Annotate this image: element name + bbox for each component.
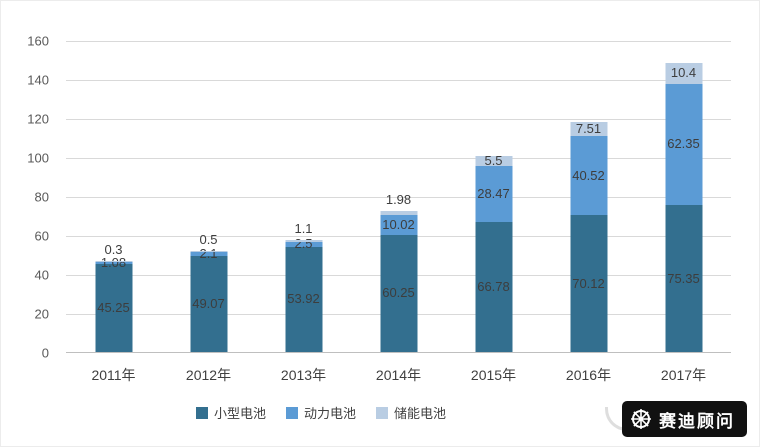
- bar-segment: [285, 239, 322, 242]
- value-label: 70.12: [572, 275, 605, 291]
- y-axis-tick-label: 40: [34, 267, 49, 283]
- value-label: 53.92: [287, 291, 320, 307]
- value-label: 60.25: [382, 285, 415, 301]
- stacked-bar: 75.35 62.35 10.4: [665, 41, 702, 352]
- gridline: [66, 119, 731, 120]
- bar-segment: [475, 166, 512, 222]
- stacked-bar: 45.25 1.08 0.3: [95, 41, 132, 352]
- bar-segment: [570, 136, 607, 216]
- bar-group: 60.25 10.02 1.98: [351, 41, 446, 352]
- value-label: 1.1: [294, 220, 313, 236]
- bar-segment: [380, 214, 417, 235]
- y-axis: 0 20 40 60 80 100 120 140 160: [1, 34, 57, 361]
- bar-segment: [95, 261, 132, 262]
- value-label: 0.3: [104, 242, 123, 258]
- legend-item: 储能电池: [376, 403, 446, 422]
- bar-segment: [285, 241, 322, 247]
- bar-segment: [190, 251, 227, 253]
- value-label: 45.25: [97, 299, 130, 315]
- legend-swatch: [285, 406, 298, 419]
- bar-segment: [570, 215, 607, 352]
- value-label: 10.4: [670, 65, 697, 81]
- bar-segment: [190, 256, 227, 352]
- legend-item: 小型电池: [195, 403, 266, 422]
- bar-segment: [665, 205, 702, 352]
- y-axis-tick-label: 140: [27, 72, 49, 88]
- watermark-text: 赛迪顾问: [659, 411, 735, 431]
- value-label: 1.08: [100, 254, 127, 270]
- y-axis-tick-label: 80: [34, 189, 49, 205]
- value-label: 40.52: [572, 167, 605, 183]
- bar-group: 75.35 62.35 10.4: [636, 41, 731, 352]
- value-label: 49.07: [192, 296, 225, 312]
- x-axis-label: 2015年: [470, 367, 517, 383]
- gridline: [66, 41, 731, 42]
- legend-label: 动力电池: [303, 406, 356, 421]
- value-label: 0.5: [199, 232, 218, 248]
- value-label: 2.1: [199, 246, 218, 262]
- y-axis-tick-label: 120: [27, 111, 49, 127]
- y-axis-tick-label: 100: [27, 150, 49, 166]
- helm-icon: [630, 408, 652, 430]
- legend-swatch: [376, 406, 388, 419]
- value-label: 5.5: [484, 152, 503, 168]
- stacked-bar: 66.78 28.47 5.5: [475, 41, 512, 352]
- value-label: 66.78: [477, 278, 510, 294]
- bar-segment: [380, 234, 417, 352]
- bar-group: 45.25 1.08 0.3: [66, 41, 161, 352]
- gridline: [66, 158, 731, 159]
- x-axis-label: 2016年: [565, 367, 612, 383]
- x-axis-label: 2013年: [280, 367, 327, 383]
- bar-group: 53.92 2.5 1.1: [256, 41, 351, 352]
- value-label: 75.35: [667, 270, 700, 286]
- bar-segment: [95, 261, 132, 264]
- legend-item: 动力电池: [285, 403, 356, 422]
- gridline: [66, 80, 731, 81]
- bar-group: 49.07 2.1 0.5: [161, 41, 256, 352]
- y-axis-tick-label: 0: [41, 345, 49, 361]
- legend-label: 小型电池: [213, 406, 266, 421]
- x-axis-label: 2017年: [660, 367, 707, 383]
- plot-area: 45.25 1.08 0.3 49.07 2.1 0.5 53.92 2.5 1.1 60.25 1…: [66, 41, 731, 353]
- x-axis-label: 2014年: [375, 367, 422, 383]
- y-axis-tick-label: 160: [27, 33, 49, 49]
- stacked-bar: 60.25 10.02 1.98: [380, 41, 417, 352]
- bar-segment: [190, 252, 227, 257]
- bar-group: 70.12 40.52 7.51: [541, 41, 636, 352]
- y-axis-tick-label: 20: [34, 306, 49, 322]
- stacked-bar: 53.92 2.5 1.1: [285, 41, 322, 352]
- stacked-bar: 49.07 2.1 0.5: [190, 41, 227, 352]
- bar-segment: [665, 63, 702, 84]
- y-axis-tick-label: 60: [34, 228, 49, 244]
- x-axis-label: 2011年: [91, 367, 136, 383]
- gridline: [66, 197, 731, 198]
- bar-segment: [285, 246, 322, 352]
- watermark: 赛迪顾问: [622, 401, 747, 437]
- bar-segment: [475, 155, 512, 167]
- value-label: 2.5: [294, 236, 313, 252]
- legend-swatch: [195, 406, 208, 419]
- bar-segment: [475, 221, 512, 352]
- x-axis-label: 2012年: [185, 367, 232, 383]
- bar-segment: [380, 211, 417, 215]
- stacked-bar: 70.12 40.52 7.51: [570, 41, 607, 352]
- legend-label: 储能电池: [394, 406, 447, 421]
- value-label: 7.51: [575, 120, 602, 136]
- value-label: 1.98: [385, 192, 412, 208]
- bar-segment: [570, 121, 607, 137]
- value-label: 28.47: [477, 186, 510, 202]
- bar-group: 66.78 28.47 5.5: [446, 41, 541, 352]
- bar-segment: [665, 83, 702, 206]
- value-label: 10.02: [382, 216, 415, 232]
- value-label: 62.35: [667, 136, 700, 152]
- legend: 小型电池 动力电池 储能电池: [1, 403, 641, 422]
- bar-segment: [95, 263, 132, 352]
